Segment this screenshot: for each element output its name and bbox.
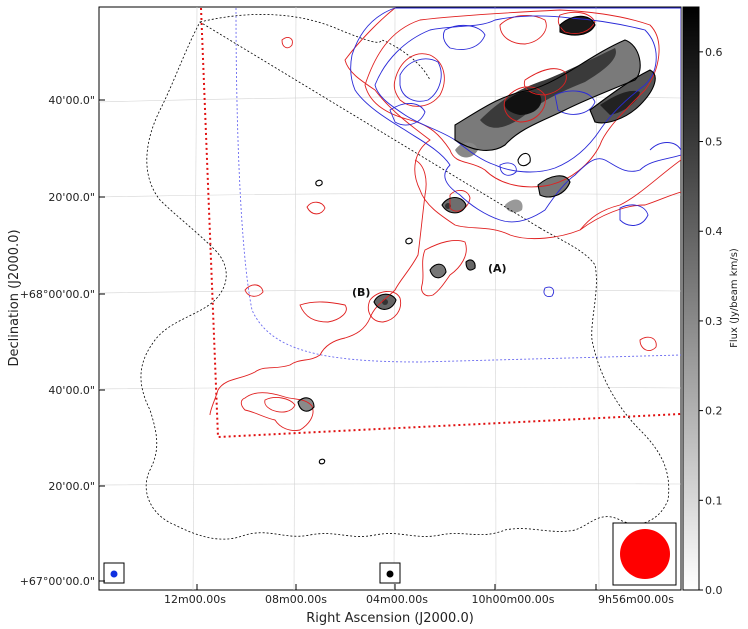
y-tick-label: 40'00.0" (48, 94, 95, 107)
colorbar-label: Flux (Jy/beam km/s) (729, 248, 740, 348)
y-tick-label: 20'00.0" (48, 191, 95, 204)
intensity-map (298, 16, 656, 412)
x-tick-label: 12m00.00s (164, 593, 226, 606)
colorbar-tick-label: 0.6 (705, 46, 723, 59)
colorbar-gradient (682, 6, 700, 591)
annotation-a: (A) (488, 262, 507, 275)
x-axis (196, 584, 597, 590)
beam-black (386, 570, 394, 578)
annotation-b: (B) (352, 286, 370, 299)
red-contours (209, 7, 681, 431)
colorbar-tick-label: 0.0 (705, 584, 723, 597)
y-axis-label: Declination (J2000.0) (7, 229, 22, 366)
colorbar-tick-labels: 0.0 0.1 0.2 0.3 0.4 0.5 0.6 (705, 46, 723, 597)
colorbar-tick-label: 0.4 (705, 225, 723, 238)
y-tick-label: 20'00.0" (48, 480, 95, 493)
y-axis (99, 99, 105, 582)
colorbar: 0.0 0.1 0.2 0.3 0.4 0.5 0.6 Flux (Jy/beam km/s… (682, 6, 740, 597)
colorbar-ticks (699, 51, 703, 591)
colorbar-tick-label: 0.3 (705, 315, 723, 328)
beam-markers (103, 522, 677, 586)
y-tick-label: 40'00.0" (48, 384, 95, 397)
coverage-blue-boundary (235, 7, 681, 363)
beam-red (620, 529, 670, 579)
y-tick-label: +67°00'00.0" (20, 575, 95, 588)
coverage-black-boundary (140, 14, 670, 540)
colorbar-tick-label: 0.5 (705, 136, 723, 149)
x-axis-label: Right Ascension (J2000.0) (306, 611, 474, 626)
colorbar-tick-label: 0.2 (705, 405, 723, 418)
x-tick-label: 04m00.00s (366, 593, 428, 606)
x-tick-label: 08m00.00s (265, 593, 327, 606)
x-tick-label: 10h00m00.00s (472, 593, 555, 606)
y-tick-label: +68°00'00.0" (20, 288, 95, 301)
plot-area: (A) (B) (98, 6, 682, 591)
x-tick-label: 9h56m00.00s (598, 593, 674, 606)
colorbar-tick-label: 0.1 (705, 494, 723, 507)
black-contours (297, 15, 656, 465)
beam-blue (110, 570, 118, 578)
